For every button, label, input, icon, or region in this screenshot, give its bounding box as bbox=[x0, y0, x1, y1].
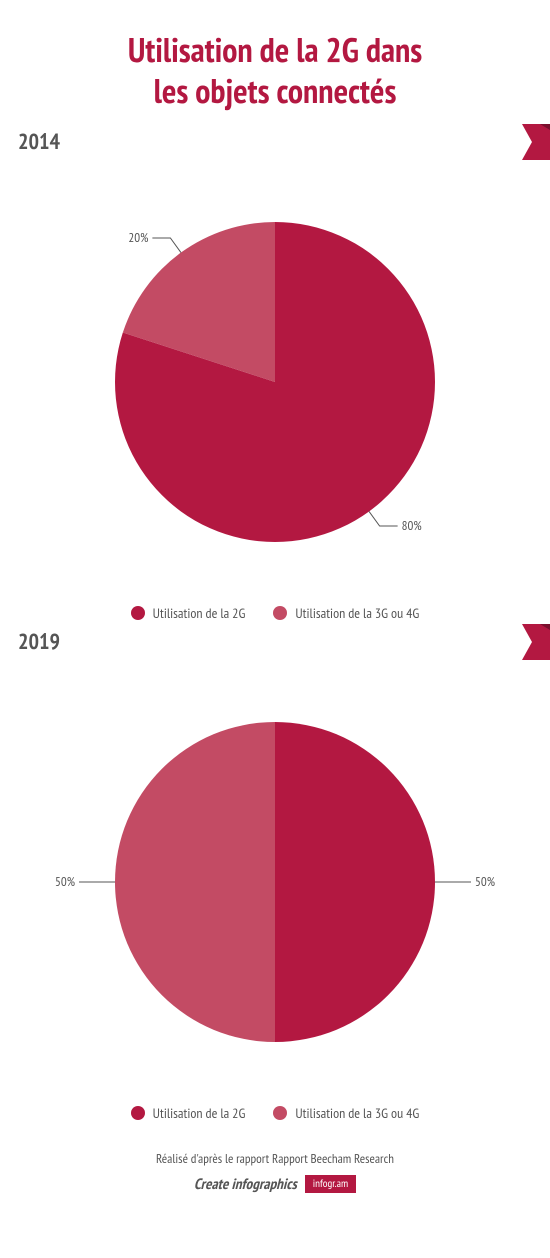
legend: Utilisation de la 2G Utilisation de la 3… bbox=[131, 604, 420, 622]
legend-swatch bbox=[273, 1106, 287, 1120]
infogram-badge[interactable]: infogr.am bbox=[305, 1175, 356, 1193]
leader-line bbox=[369, 511, 398, 526]
leader-line bbox=[152, 238, 181, 253]
year-banner: 2019 bbox=[0, 622, 550, 662]
title-line-1: Utilisation de la 2G dans bbox=[128, 28, 422, 72]
footer-cta[interactable]: Create infographics bbox=[194, 1175, 297, 1194]
year-label: 2019 bbox=[0, 628, 60, 656]
legend: Utilisation de la 2G Utilisation de la 3… bbox=[131, 1104, 420, 1122]
legend-swatch bbox=[273, 606, 287, 620]
legend-item: Utilisation de la 2G bbox=[131, 604, 246, 622]
pie-chart: 80% 20% Utilisation de la 2G Utilisation … bbox=[0, 162, 550, 622]
legend-label: Utilisation de la 3G ou 4G bbox=[295, 604, 419, 622]
slice-percent-label: 80% bbox=[402, 517, 422, 534]
page-title: Utilisation de la 2G dans les objets con… bbox=[0, 0, 550, 122]
ribbon-icon bbox=[514, 624, 550, 660]
slice-percent-label: 50% bbox=[475, 873, 495, 890]
pie-slice bbox=[275, 722, 435, 1042]
legend-swatch bbox=[131, 606, 145, 620]
footer-source: Réalisé d'après le rapport Rapport Beech… bbox=[0, 1150, 550, 1167]
legend-item: Utilisation de la 3G ou 4G bbox=[273, 1104, 419, 1122]
legend-item: Utilisation de la 2G bbox=[131, 1104, 246, 1122]
pie-chart: 50% 50% Utilisation de la 2G Utilisation … bbox=[0, 662, 550, 1122]
pie-slice bbox=[115, 722, 275, 1042]
legend-swatch bbox=[131, 1106, 145, 1120]
legend-label: Utilisation de la 3G ou 4G bbox=[295, 1104, 419, 1122]
title-line-2: les objets connectés bbox=[154, 69, 397, 113]
legend-item: Utilisation de la 3G ou 4G bbox=[273, 604, 419, 622]
year-label: 2014 bbox=[0, 128, 60, 156]
slice-percent-label: 50% bbox=[55, 873, 75, 890]
legend-label: Utilisation de la 2G bbox=[153, 604, 246, 622]
slice-percent-label: 20% bbox=[128, 229, 148, 246]
footer: Réalisé d'après le rapport Rapport Beech… bbox=[0, 1150, 550, 1194]
legend-label: Utilisation de la 2G bbox=[153, 1104, 246, 1122]
ribbon-icon bbox=[514, 124, 550, 160]
year-banner: 2014 bbox=[0, 122, 550, 162]
